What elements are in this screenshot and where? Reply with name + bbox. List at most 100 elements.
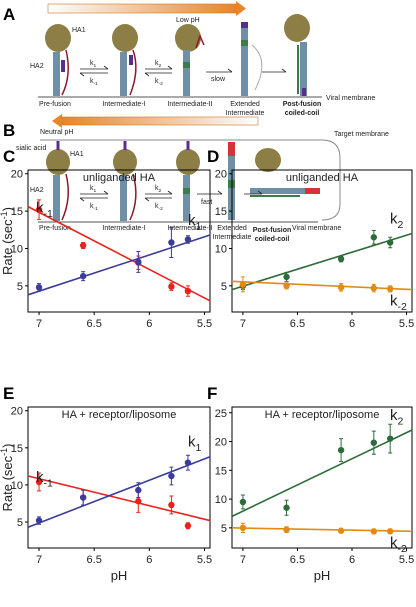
fit-line: [27, 234, 211, 296]
step-label: slow: [211, 76, 226, 83]
state-label: Extended Intermediate: [226, 101, 265, 117]
x-tick-label: 6: [146, 318, 152, 330]
ph-label: Neutral pH: [40, 129, 73, 136]
data-point: [135, 498, 142, 505]
y-tick-label: 15: [215, 465, 227, 477]
chart: E HA + receptor/liposome 5 10 15 20 7 6.5 6 5.5 Ra…: [0, 384, 212, 583]
target-label: Target membrane: [334, 131, 389, 138]
rate-label: k2: [155, 60, 162, 69]
rate-label: k-1: [90, 203, 98, 212]
data-point: [135, 258, 142, 266]
x-tick-label: 7: [240, 554, 246, 566]
y-axis-label: Rate (sec-1): [0, 207, 15, 275]
panel-letter: D: [207, 147, 219, 166]
state-label: Intermediate-I: [102, 101, 145, 108]
chart-title: unliganded HA: [83, 172, 156, 184]
data-point: [168, 239, 175, 246]
y-tick-label: 15: [11, 206, 23, 218]
rate-label: k2: [155, 185, 162, 194]
data-point: [35, 206, 43, 213]
x-tick-label: 5.5: [197, 554, 212, 566]
data-point: [337, 255, 345, 263]
membrane-label: Viral membrane: [326, 95, 375, 102]
plot-frame: [27, 406, 211, 549]
ph-label: Low pH: [176, 17, 200, 24]
data-point: [79, 242, 87, 249]
data-point: [283, 526, 290, 533]
panel-letter: B: [3, 121, 15, 140]
panel-letter: F: [207, 384, 217, 403]
y-tick-label: 20: [11, 169, 23, 181]
legend-label: k-2: [390, 534, 407, 555]
data-point: [337, 284, 345, 291]
panel-letter: A: [3, 5, 15, 24]
x-tick-label: 6.5: [290, 318, 305, 330]
y-tick-label: 20: [215, 437, 227, 449]
legend-label: k2: [390, 407, 404, 428]
legend-label: k2: [390, 211, 404, 232]
y-tick-label: 15: [215, 206, 227, 218]
state-label: Intermediate-II: [167, 101, 212, 108]
ha1-label: HA1: [72, 27, 86, 34]
data-point: [35, 517, 43, 524]
x-tick-label: 7: [240, 318, 246, 330]
legend-label: k1: [188, 434, 202, 455]
data-point: [386, 285, 394, 293]
ph-gradient: [61, 116, 259, 126]
panel-letter: E: [3, 384, 14, 403]
x-tick-label: 5.5: [197, 318, 212, 330]
y-tick-label: 10: [215, 243, 227, 255]
ha1-label: HA1: [70, 151, 84, 158]
legend-label: k1: [188, 212, 202, 233]
data-point: [283, 282, 290, 290]
panel-a: A Low pH Viral membrane k1 k-1 k2 k-2 sl…: [3, 1, 375, 117]
x-tick-label: 7: [36, 554, 42, 566]
x-tick-label: 6.5: [290, 554, 305, 566]
data-point: [386, 528, 394, 535]
plot-frame: [231, 169, 413, 313]
target-membrane: [40, 139, 341, 221]
data-point: [184, 522, 192, 529]
fit-line: [27, 205, 211, 302]
y-tick-label: 5: [17, 281, 23, 293]
step-label: fast: [201, 199, 212, 206]
rate-label: k-1: [90, 78, 98, 87]
structures: [45, 14, 310, 96]
rate-label: k-2: [155, 203, 163, 212]
ph-gradient: [47, 3, 237, 14]
data-point: [370, 528, 378, 535]
x-tick-label: 5.5: [399, 554, 414, 566]
data-point: [184, 459, 192, 466]
x-axis-label: pH: [314, 568, 331, 583]
y-tick-label: 20: [215, 169, 227, 181]
state-label: Intermediate-II: [167, 225, 212, 232]
data-point: [168, 472, 175, 480]
chart-title: HA + receptor/liposome: [62, 409, 177, 421]
data-point: [184, 287, 192, 295]
fit-line: [231, 232, 413, 291]
receptor-label: sialic acid: [16, 145, 46, 152]
fit-line: [27, 455, 211, 528]
data-point: [283, 504, 290, 511]
data-point: [386, 435, 394, 442]
fit-line: [231, 280, 413, 291]
x-tick-label: 7: [36, 318, 42, 330]
data-point: [135, 486, 142, 494]
y-tick-label: 10: [11, 243, 23, 255]
data-point: [35, 284, 43, 291]
arrowhead: [236, 1, 246, 16]
data-point: [35, 478, 43, 486]
x-tick-label: 6: [349, 554, 355, 566]
y-axis-label: Rate (sec-1): [0, 444, 15, 512]
x-tick-label: 6.5: [87, 318, 102, 330]
rate-label: k1: [90, 185, 97, 194]
x-tick-label: 5.5: [399, 318, 414, 330]
plot-frame: [231, 406, 413, 549]
y-tick-label: 20: [11, 406, 23, 418]
reaction-arrows: [79, 65, 287, 77]
y-tick-label: 15: [11, 443, 23, 455]
data-point: [283, 273, 290, 281]
state-label: Pre-fusion: [39, 101, 71, 108]
membrane-label: Viral membrane: [292, 225, 341, 232]
